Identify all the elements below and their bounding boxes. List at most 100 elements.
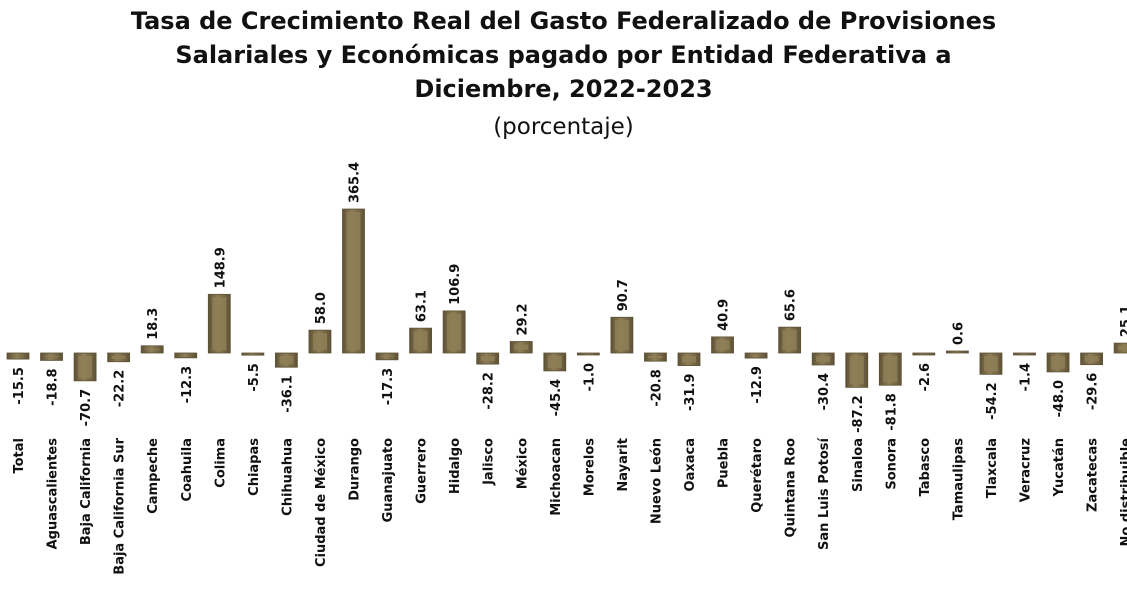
data-label: -22.2 [113,370,128,407]
bar-group [40,352,63,361]
data-label: 58.0 [314,292,329,324]
bar [946,350,969,354]
bar-face [715,339,730,350]
chart-title-line-3: Diciembre, 2022-2023 [414,75,713,103]
category-label: Chiapas [247,438,262,496]
bar-face [849,356,864,385]
category-label: Guerrero [415,438,430,504]
bar-group [1046,352,1070,373]
data-label: -15.5 [12,367,27,404]
data-label: 29.2 [515,303,530,335]
category-label: Baja California [79,438,94,545]
bar-group [241,352,265,356]
data-label: -12.9 [750,366,765,403]
bar-group [174,352,198,359]
category-label: Jalisco [482,438,497,486]
bar-face [547,356,562,368]
bar-face [78,356,93,378]
bar-group [610,316,634,354]
bar-group [811,352,835,366]
data-label: 106.9 [448,264,463,305]
data-label: -81.8 [884,393,899,430]
bar-group [476,352,500,365]
data-label: 65.6 [784,289,799,321]
bar-group [778,326,802,354]
data-label: -1.4 [1019,363,1034,391]
bar-face [279,356,294,365]
chart-subtitle: (porcentaje) [493,114,634,140]
bar-face [816,356,831,362]
bar-group [979,352,1003,375]
category-label: Campeche [146,438,161,514]
data-label: -12.3 [180,366,195,403]
category-label: Sinaloa [851,438,866,492]
bar-face [145,348,160,350]
category-label: No distribuible [1119,438,1127,547]
data-label: -20.8 [649,369,664,406]
data-label: 365.4 [348,162,363,203]
bar-group [576,352,600,356]
bar-face [212,297,227,350]
bar-group [73,352,97,382]
data-label: -28.2 [482,372,497,409]
bar-group [6,352,30,360]
category-label: Baja California Sur [113,437,128,574]
bar-group [946,350,969,354]
bar-group [375,352,399,361]
bar-face [447,313,462,350]
category-label: Guanajuato [381,438,396,522]
data-label: -17.3 [381,368,396,405]
bar-face [1118,346,1127,350]
category-label: Zacatecas [1086,438,1101,512]
category-label: Yucatán [1052,438,1067,497]
category-label: Nayarit [616,438,631,492]
bar-face [44,356,59,358]
bar-face [614,320,629,350]
data-label: -54.2 [985,382,1000,419]
bar-group [274,352,298,368]
data-label: -48.0 [1052,380,1067,417]
bar [744,352,768,359]
data-label: 25.1 [1119,305,1127,337]
data-label: -1.0 [582,363,597,391]
chart-title-line-2: Salariales y Económicas pagado por Entid… [175,41,952,69]
data-label: 18.3 [146,308,161,340]
bar-group [409,327,433,354]
bar-face [682,356,696,363]
bar-group [912,352,936,356]
data-label: -36.1 [280,375,295,412]
bar-face [413,331,428,350]
bar-group [509,341,533,354]
bar-group [744,352,768,359]
bar-face [983,356,998,372]
bar-group [207,293,231,354]
bar-face [648,356,663,359]
bar-face [312,333,327,350]
bar-face [782,330,797,350]
bar-group [711,336,734,354]
bar [912,352,936,356]
category-label: Michoacan [549,438,564,516]
category-label: Morelos [582,438,597,496]
category-label: Tabasco [918,438,933,496]
data-label: 90.7 [616,279,631,311]
data-label: -45.4 [549,379,564,416]
category-label: Ciudad de México [314,438,329,567]
category-label: Coahuila [180,438,195,501]
category-label: Total [12,438,27,474]
bar-face [1051,356,1066,369]
data-label: -70.7 [79,389,94,426]
bar-group [1013,352,1036,356]
bar-group [1113,342,1127,354]
data-label: 63.1 [415,290,430,322]
bar-group [878,352,902,386]
bar-group [442,310,466,354]
bar-face [480,356,495,362]
category-label: Tlaxcala [985,438,1000,498]
category-label: Oaxaca [683,438,698,491]
data-label: -31.9 [683,374,698,411]
bar-face [380,356,395,357]
bar-group [644,352,667,362]
bar [576,352,600,356]
